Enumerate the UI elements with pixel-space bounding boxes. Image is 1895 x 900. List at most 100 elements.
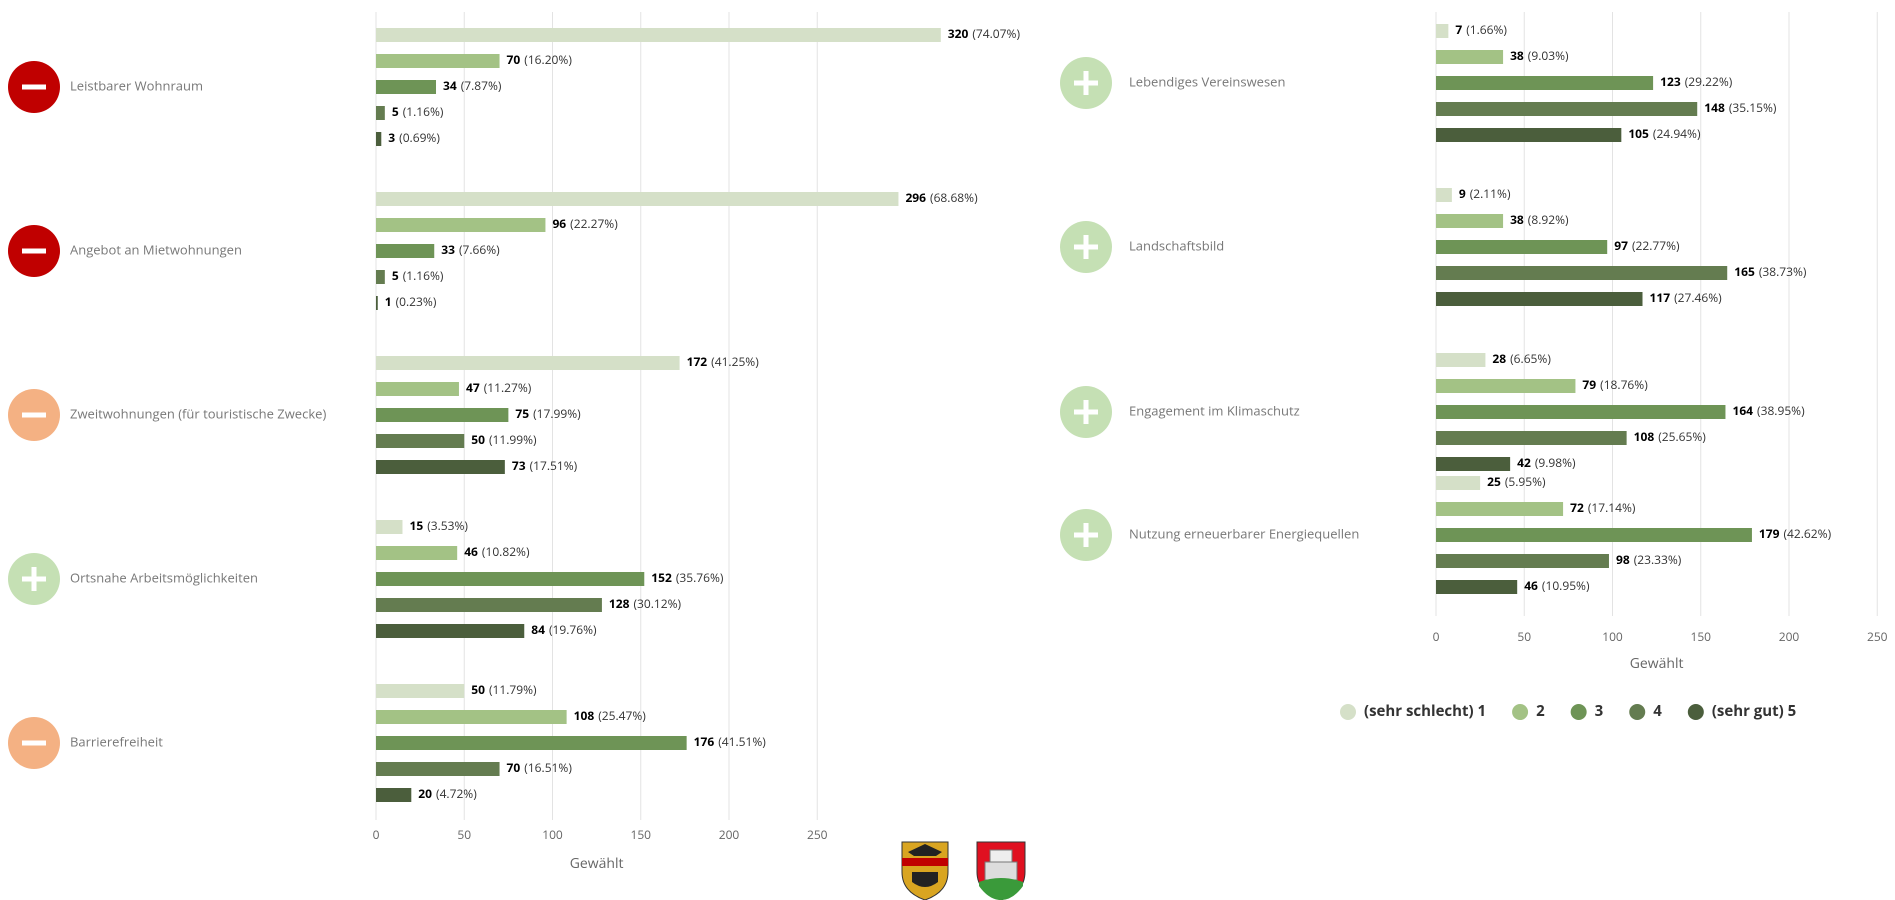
legend-swatch (1687, 704, 1704, 720)
value-label: 42 (9.98%) (1517, 454, 1576, 471)
value-share: (17.14%) (1588, 499, 1636, 516)
value-label: 50 (11.79%) (471, 681, 537, 698)
value-label: 320 (74.07%) (948, 25, 1021, 42)
value-number: 1 (385, 293, 392, 310)
value-share: (10.82%) (482, 543, 530, 560)
value-number: 176 (694, 733, 715, 750)
value-label: 33 (7.66%) (441, 241, 500, 258)
value-share: (41.25%) (711, 353, 759, 370)
value-number: 164 (1732, 402, 1753, 419)
value-share: (1.66%) (1466, 21, 1507, 38)
value-number: 33 (441, 241, 455, 258)
legend-label: (sehr schlecht) 1 (1364, 701, 1486, 721)
value-label: 179 (42.62%) (1759, 525, 1832, 542)
bar (376, 546, 458, 560)
value-number: 165 (1734, 263, 1755, 280)
value-share: (4.72%) (436, 785, 477, 802)
value-label: 117 (27.46%) (1650, 289, 1723, 306)
value-number: 38 (1510, 47, 1524, 64)
value-label: 73 (17.51%) (512, 457, 578, 474)
value-label: 165 (38.73%) (1734, 263, 1807, 280)
value-label: 98 (23.33%) (1616, 551, 1682, 568)
value-number: 108 (574, 707, 595, 724)
category-label: Engagement im Klimaschutz (1129, 401, 1300, 419)
bar (376, 382, 459, 396)
value-number: 128 (609, 595, 630, 612)
value-share: (41.51%) (718, 733, 766, 750)
value-number: 98 (1616, 551, 1630, 568)
value-share: (17.99%) (533, 405, 581, 422)
value-number: 46 (1524, 577, 1538, 594)
value-label: 152 (35.76%) (651, 569, 724, 586)
icon-bar (1074, 409, 1098, 415)
x-tick-label: 200 (719, 826, 740, 843)
bar (376, 624, 525, 638)
value-share: (11.27%) (484, 379, 532, 396)
bar (1436, 476, 1481, 490)
value-share: (0.23%) (396, 293, 437, 310)
category-label: Angebot an Mietwohnungen (70, 240, 242, 258)
value-label: 70 (16.51%) (507, 759, 573, 776)
bar (376, 28, 941, 42)
value-label: 148 (35.15%) (1704, 99, 1777, 116)
value-share: (18.76%) (1600, 376, 1648, 393)
x-tick-label: 50 (1517, 628, 1531, 645)
value-share: (68.68%) (930, 189, 978, 206)
value-number: 172 (687, 353, 708, 370)
value-number: 84 (531, 621, 545, 638)
value-share: (7.66%) (459, 241, 500, 258)
bar (376, 736, 687, 750)
x-tick-label: 100 (542, 826, 563, 843)
bar (376, 80, 437, 94)
bar (1436, 24, 1449, 38)
category-label: Nutzung erneuerbarer Energiequellen (1129, 524, 1359, 542)
x-tick-label: 0 (373, 826, 380, 843)
value-number: 3 (388, 129, 395, 146)
value-label: 108 (25.65%) (1634, 428, 1707, 445)
value-label: 296 (68.68%) (905, 189, 978, 206)
value-share: (11.99%) (489, 431, 537, 448)
value-number: 9 (1459, 185, 1466, 202)
icon-bar (1074, 244, 1098, 250)
value-number: 105 (1628, 125, 1649, 142)
bar (1436, 431, 1627, 445)
x-tick-label: 50 (457, 826, 471, 843)
value-number: 123 (1660, 73, 1681, 90)
value-label: 9 (2.11%) (1459, 185, 1511, 202)
value-share: (16.20%) (524, 51, 572, 68)
value-number: 70 (507, 759, 521, 776)
value-number: 20 (418, 785, 432, 802)
bar (1436, 76, 1654, 90)
category-label: Lebendiges Vereinswesen (1129, 72, 1285, 90)
category-label: Zweitwohnungen (für touristische Zwecke) (70, 404, 326, 422)
value-number: 46 (464, 543, 478, 560)
icon-bar (1074, 532, 1098, 538)
value-label: 72 (17.14%) (1570, 499, 1636, 516)
category-label: Landschaftsbild (1129, 236, 1224, 254)
value-share: (74.07%) (972, 25, 1020, 42)
value-number: 50 (471, 681, 485, 698)
value-share: (0.69%) (399, 129, 440, 146)
bar (1436, 292, 1643, 306)
value-label: 75 (17.99%) (515, 405, 581, 422)
bar (376, 244, 435, 258)
value-label: 34 (7.87%) (443, 77, 502, 94)
icon-bar (1074, 80, 1098, 86)
value-share: (9.98%) (1535, 454, 1576, 471)
x-tick-label: 0 (1433, 628, 1440, 645)
bar (376, 572, 645, 586)
icon-bar (22, 576, 46, 582)
value-number: 5 (392, 267, 399, 284)
bar (376, 710, 567, 724)
value-label: 28 (6.65%) (1492, 350, 1551, 367)
bar (1436, 502, 1564, 516)
value-share: (24.94%) (1653, 125, 1701, 142)
icon-bar (22, 740, 46, 746)
value-share: (17.51%) (530, 457, 578, 474)
value-number: 50 (471, 431, 485, 448)
value-label: 38 (8.92%) (1510, 211, 1569, 228)
value-label: 79 (18.76%) (1582, 376, 1648, 393)
bar (376, 192, 899, 206)
value-number: 179 (1759, 525, 1780, 542)
